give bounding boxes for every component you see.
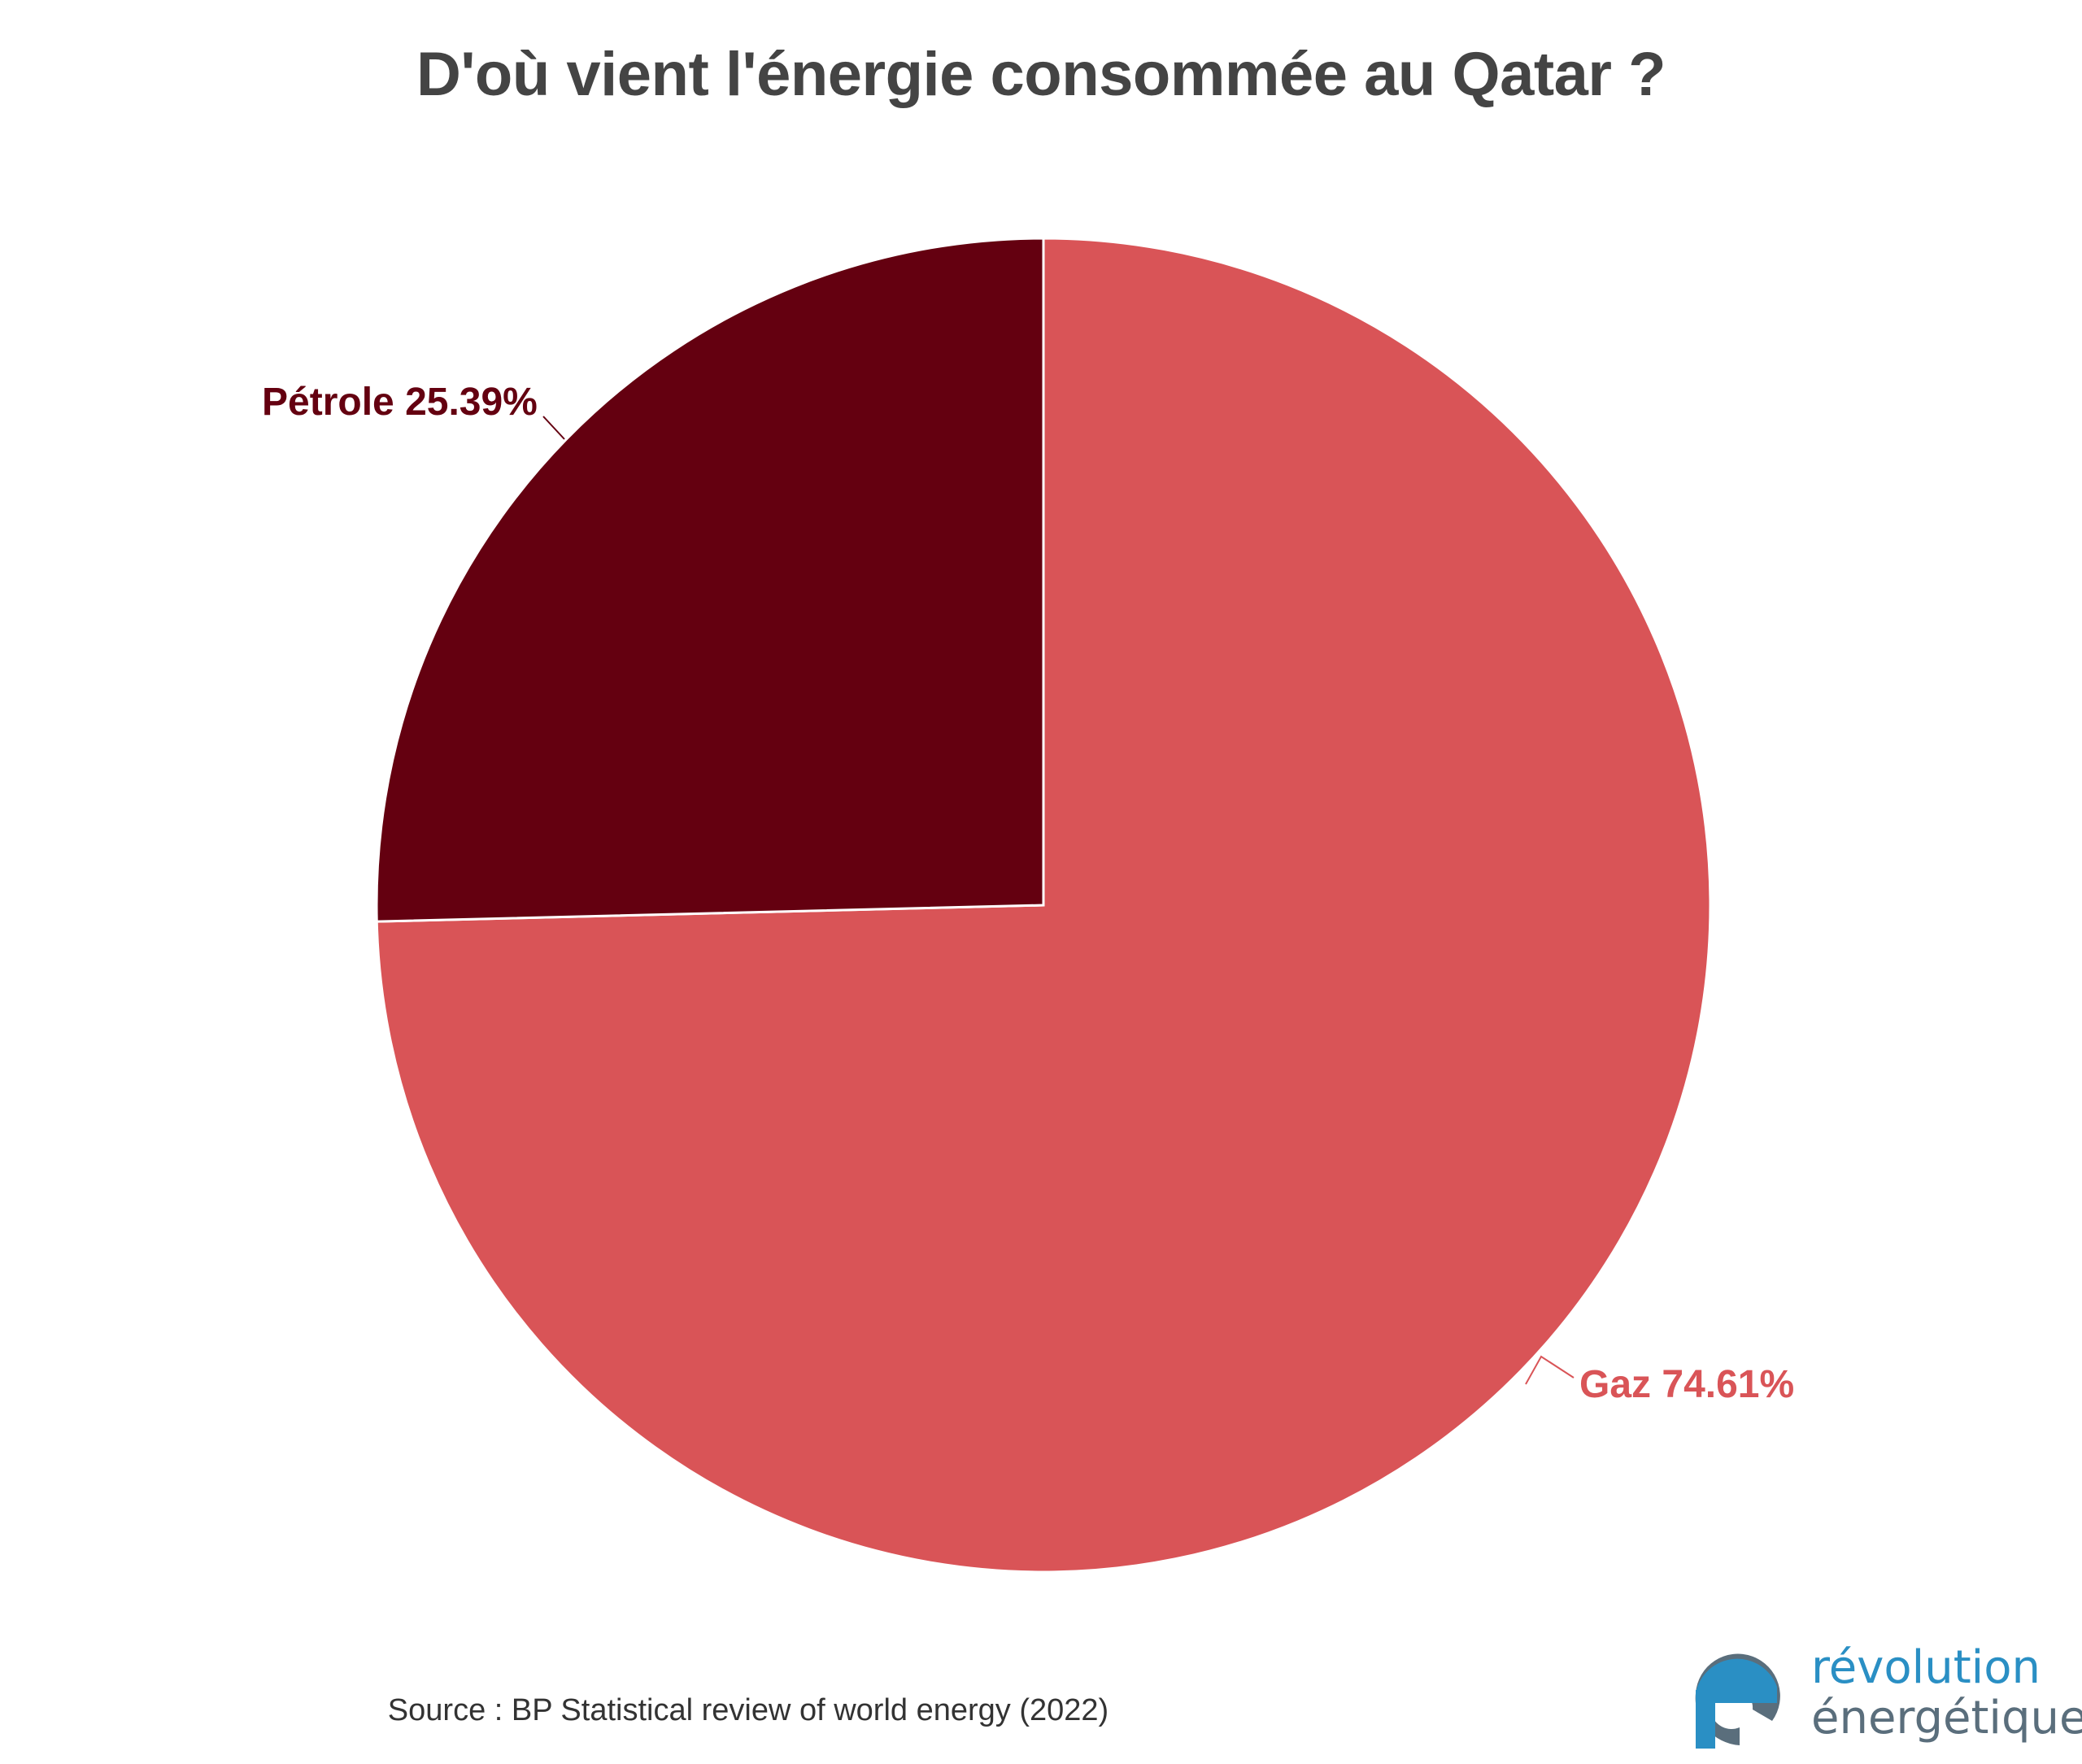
pie-slice-petrole [375,237,1045,923]
chart-title: D'où vient l'énergie consommée au Qatar … [416,40,1666,109]
source-note: Source : BP Statistical review of world … [387,1693,1109,1727]
logo-line-1: révolution [1811,1641,2041,1694]
logo-line-2: énergétique [1811,1692,2082,1744]
gaz-slice-label: Gaz 74.61% [1579,1363,1794,1406]
pie-labels: Gaz 74.61% Pétrole 25.39% [262,381,1794,1406]
pie-slices [375,237,1712,1574]
logo-wordmark: révolution énergétique [1811,1643,2082,1744]
brand-logo: révolution énergétique [1688,1643,2082,1749]
petrole-leader-line [542,416,565,440]
gaz-leader-line [1525,1355,1575,1385]
petrole-slice-label: Pétrole 25.39% [262,381,538,424]
e-logo-icon [1695,1653,1780,1749]
